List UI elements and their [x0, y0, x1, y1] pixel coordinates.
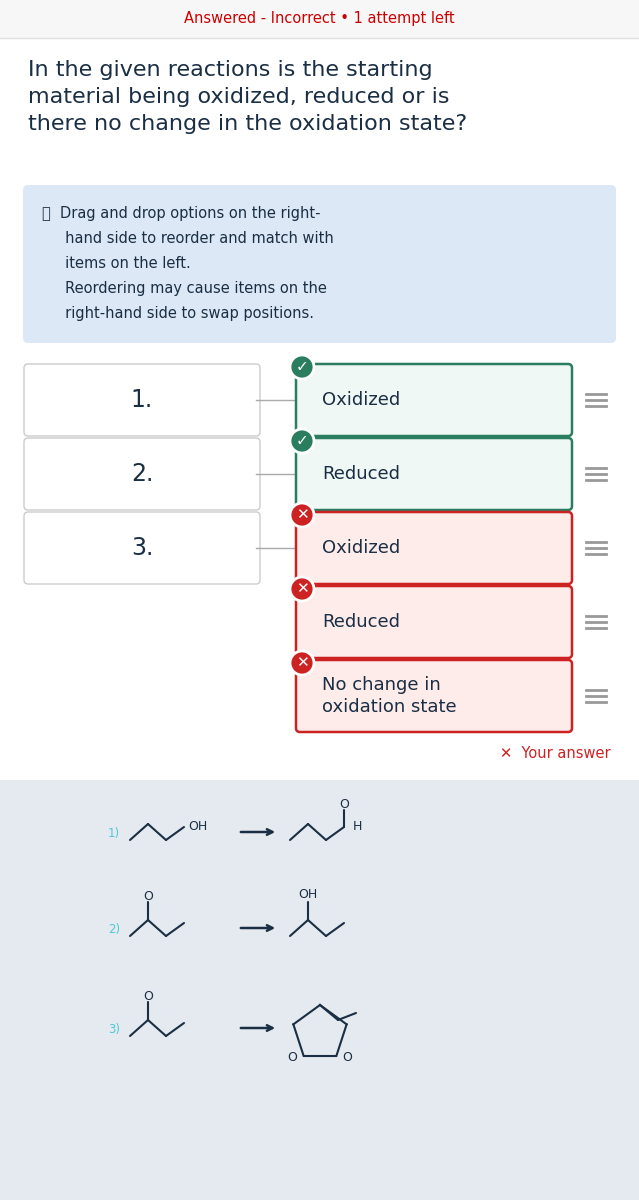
Text: Reduced: Reduced: [322, 464, 400, 482]
Text: O: O: [339, 798, 349, 810]
Circle shape: [290, 503, 314, 527]
Text: OH: OH: [188, 821, 207, 834]
Bar: [0, 0, 639, 38]
FancyBboxPatch shape: [296, 586, 572, 658]
Text: O: O: [143, 990, 153, 1002]
Circle shape: [290, 577, 314, 601]
FancyBboxPatch shape: [296, 438, 572, 510]
Text: ✕: ✕: [296, 582, 309, 596]
Text: Reordering may cause items on the: Reordering may cause items on the: [42, 281, 327, 296]
Text: ✓: ✓: [296, 360, 309, 374]
Text: items on the left.: items on the left.: [42, 256, 191, 271]
Circle shape: [290, 650, 314, 674]
Circle shape: [290, 428, 314, 452]
Text: 3): 3): [108, 1024, 120, 1037]
Text: hand side to reorder and match with: hand side to reorder and match with: [42, 230, 334, 246]
Text: OH: OH: [298, 888, 318, 901]
Circle shape: [290, 355, 314, 379]
Text: O: O: [143, 889, 153, 902]
FancyBboxPatch shape: [24, 438, 260, 510]
Text: 3.: 3.: [131, 536, 153, 560]
Text: 2.: 2.: [131, 462, 153, 486]
Text: In the given reactions is the starting
material being oxidized, reduced or is
th: In the given reactions is the starting m…: [28, 60, 467, 134]
Text: Oxidized: Oxidized: [322, 539, 400, 557]
FancyBboxPatch shape: [296, 660, 572, 732]
Text: ✕  Your answer: ✕ Your answer: [500, 746, 611, 761]
Text: H: H: [353, 821, 362, 834]
Text: ⓘ  Drag and drop options on the right-: ⓘ Drag and drop options on the right-: [42, 206, 321, 221]
Text: 1): 1): [108, 828, 120, 840]
Text: O: O: [343, 1051, 352, 1064]
FancyBboxPatch shape: [296, 512, 572, 584]
FancyBboxPatch shape: [296, 364, 572, 436]
Text: ✓: ✓: [296, 433, 309, 449]
FancyBboxPatch shape: [24, 512, 260, 584]
Text: right-hand side to swap positions.: right-hand side to swap positions.: [42, 306, 314, 320]
Text: ✕: ✕: [296, 508, 309, 522]
Text: Oxidized: Oxidized: [322, 391, 400, 409]
FancyBboxPatch shape: [24, 364, 260, 436]
FancyBboxPatch shape: [23, 185, 616, 343]
Text: ✕: ✕: [296, 655, 309, 671]
Text: 1.: 1.: [131, 388, 153, 412]
Bar: [0, 780, 639, 1200]
Text: 2): 2): [108, 924, 120, 936]
Text: No change in
oxidation state: No change in oxidation state: [322, 676, 457, 716]
Text: O: O: [288, 1051, 298, 1064]
Text: Answered - Incorrect • 1 attempt left: Answered - Incorrect • 1 attempt left: [184, 12, 455, 26]
Text: Reduced: Reduced: [322, 613, 400, 631]
